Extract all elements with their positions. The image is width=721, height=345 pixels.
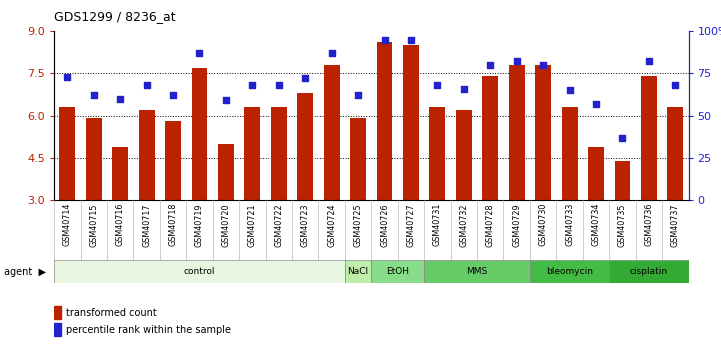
Text: transformed count: transformed count xyxy=(66,308,156,317)
Text: GSM40725: GSM40725 xyxy=(353,203,363,247)
Point xyxy=(247,82,258,88)
Text: EtOH: EtOH xyxy=(386,267,410,276)
Point xyxy=(537,62,549,68)
Text: GSM40720: GSM40720 xyxy=(221,203,231,247)
Point xyxy=(88,92,99,98)
Text: GSM40735: GSM40735 xyxy=(618,203,627,247)
Point xyxy=(432,82,443,88)
Point xyxy=(670,82,681,88)
Point xyxy=(220,98,231,103)
Bar xyxy=(424,260,530,283)
Bar xyxy=(509,65,525,200)
Bar xyxy=(297,93,313,200)
Bar xyxy=(376,42,392,200)
Bar xyxy=(54,323,61,336)
Bar xyxy=(456,110,472,200)
Point xyxy=(141,82,152,88)
Text: GSM40722: GSM40722 xyxy=(274,203,283,247)
Text: GSM40715: GSM40715 xyxy=(89,203,98,247)
Bar xyxy=(324,65,340,200)
Point xyxy=(458,86,469,91)
Bar xyxy=(54,306,61,319)
Text: GSM40723: GSM40723 xyxy=(301,203,310,247)
Bar xyxy=(535,65,551,200)
Text: GSM40733: GSM40733 xyxy=(565,203,574,246)
Bar xyxy=(350,118,366,200)
Bar xyxy=(54,260,345,283)
Bar xyxy=(271,107,287,200)
Text: percentile rank within the sample: percentile rank within the sample xyxy=(66,325,231,335)
Text: GSM40727: GSM40727 xyxy=(407,203,415,247)
Point xyxy=(115,96,126,101)
Point xyxy=(299,76,311,81)
Bar xyxy=(218,144,234,200)
Point xyxy=(194,50,205,56)
Point xyxy=(273,82,285,88)
Text: GSM40737: GSM40737 xyxy=(671,203,680,247)
Text: GSM40716: GSM40716 xyxy=(115,203,125,246)
Point xyxy=(643,59,655,64)
Bar xyxy=(371,260,424,283)
Text: GSM40714: GSM40714 xyxy=(63,203,72,246)
Bar xyxy=(345,260,371,283)
Text: GDS1299 / 8236_at: GDS1299 / 8236_at xyxy=(54,10,176,23)
Bar xyxy=(59,107,75,200)
Point xyxy=(485,62,496,68)
Text: GSM40724: GSM40724 xyxy=(327,203,336,247)
Point xyxy=(564,87,575,93)
Text: GSM40721: GSM40721 xyxy=(248,203,257,247)
Point xyxy=(61,74,73,79)
Bar xyxy=(609,260,689,283)
Point xyxy=(167,92,179,98)
Bar xyxy=(430,107,446,200)
Text: GSM40731: GSM40731 xyxy=(433,203,442,246)
Bar xyxy=(614,161,630,200)
Point xyxy=(326,50,337,56)
Text: control: control xyxy=(184,267,216,276)
Bar xyxy=(562,107,578,200)
Text: MMS: MMS xyxy=(466,267,487,276)
Text: GSM40734: GSM40734 xyxy=(591,203,601,246)
Point xyxy=(511,59,523,64)
Text: GSM40718: GSM40718 xyxy=(169,203,177,246)
Bar xyxy=(192,68,208,200)
Text: GSM40732: GSM40732 xyxy=(459,203,469,247)
Text: GSM40719: GSM40719 xyxy=(195,203,204,247)
Bar xyxy=(588,147,604,200)
Bar xyxy=(138,110,154,200)
Bar xyxy=(530,260,609,283)
Point xyxy=(405,37,417,42)
Bar xyxy=(86,118,102,200)
Text: GSM40726: GSM40726 xyxy=(380,203,389,247)
Text: GSM40729: GSM40729 xyxy=(512,203,521,247)
Bar xyxy=(165,121,181,200)
Bar xyxy=(482,76,498,200)
Text: cisplatin: cisplatin xyxy=(630,267,668,276)
Text: GSM40736: GSM40736 xyxy=(645,203,653,246)
Text: NaCl: NaCl xyxy=(348,267,368,276)
Point xyxy=(590,101,602,107)
Text: GSM40730: GSM40730 xyxy=(539,203,548,246)
Point xyxy=(353,92,364,98)
Bar xyxy=(112,147,128,200)
Text: agent  ▶: agent ▶ xyxy=(4,267,45,277)
Text: bleomycin: bleomycin xyxy=(546,267,593,276)
Bar xyxy=(403,45,419,200)
Point xyxy=(616,135,628,140)
Bar xyxy=(641,76,657,200)
Text: GSM40728: GSM40728 xyxy=(486,203,495,247)
Bar xyxy=(668,107,684,200)
Bar xyxy=(244,107,260,200)
Point xyxy=(379,37,390,42)
Text: GSM40717: GSM40717 xyxy=(142,203,151,247)
